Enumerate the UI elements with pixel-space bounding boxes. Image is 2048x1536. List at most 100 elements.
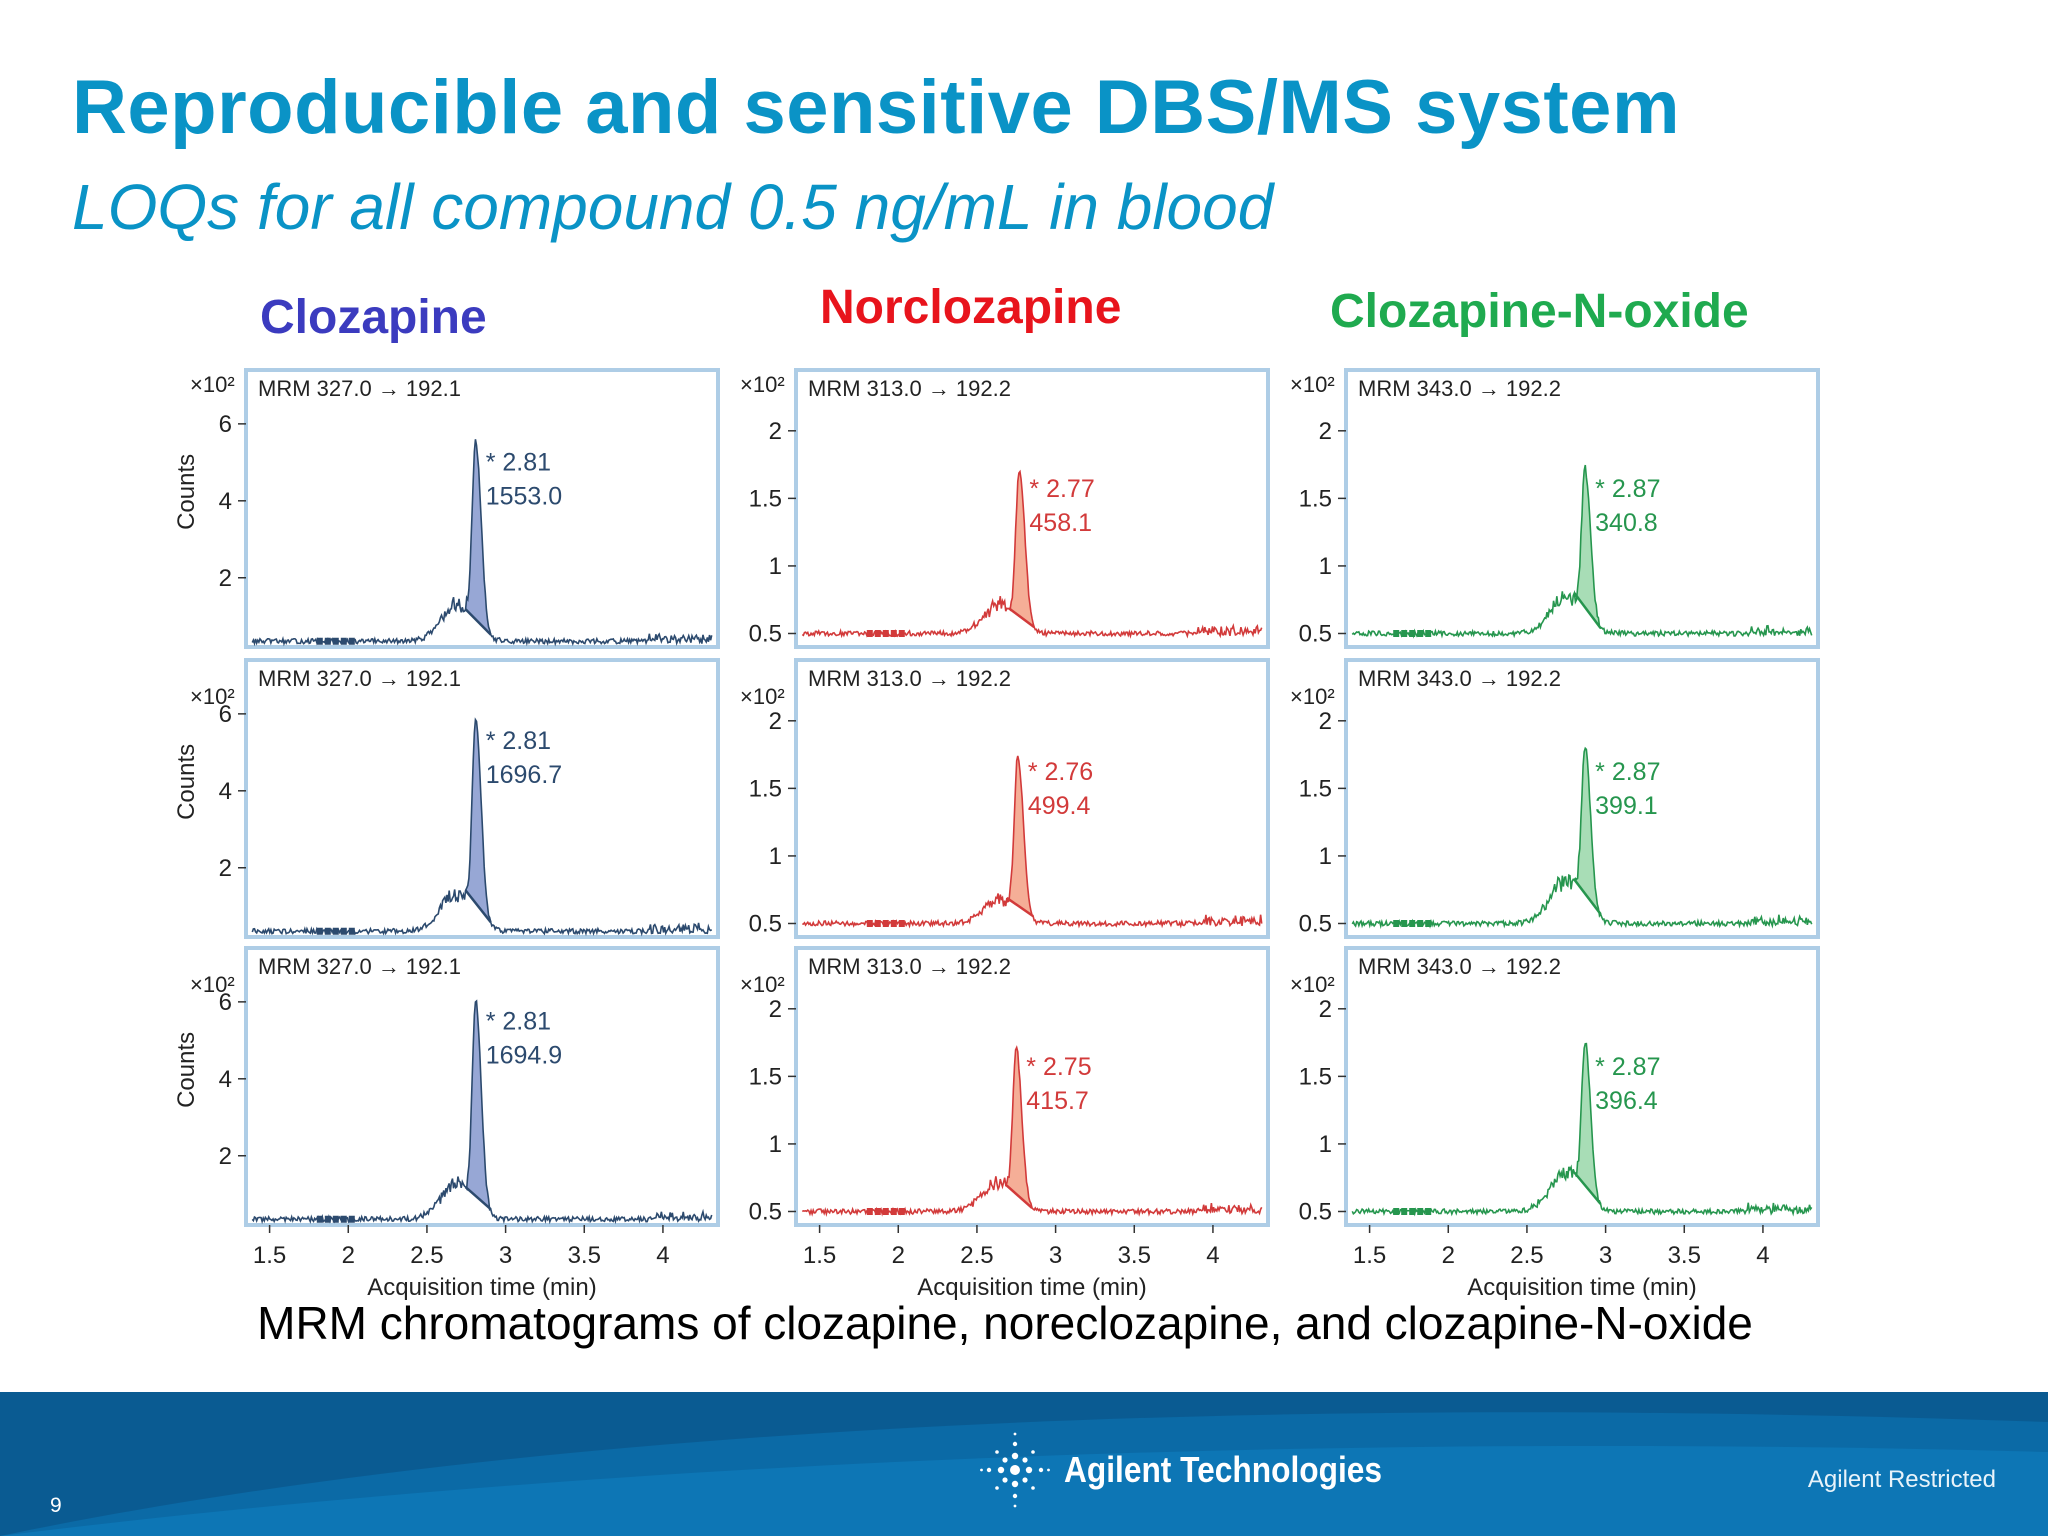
x-tick-label: 3.5: [1118, 1242, 1151, 1269]
x-tick-label: 2: [342, 1242, 355, 1269]
x-tick-label: 2: [892, 1242, 905, 1269]
peak-baseline: [1008, 607, 1035, 629]
y-multiplier: ×10²: [740, 972, 785, 997]
x-tick-label: 1.5: [253, 1242, 286, 1269]
panel-frame: [794, 946, 1270, 1227]
page-number: 9: [50, 1494, 62, 1517]
panel-frame: [794, 368, 1270, 649]
x-axis-label: Acquisition time (min): [917, 1274, 1146, 1300]
peak-area-value: 1696.7: [486, 761, 562, 789]
y-tick-label: 1.5: [749, 775, 782, 802]
peak-baseline: [464, 608, 492, 636]
peak-baseline: [1573, 878, 1602, 915]
y-tick-label: 6: [219, 411, 232, 438]
y-tick-label: 1: [1319, 553, 1332, 580]
y-tick-label: 2: [1319, 996, 1332, 1023]
y-tick-label: 0.5: [1299, 620, 1332, 647]
peak-retention-time: * 2.77: [1029, 475, 1094, 503]
mrm-transition-label: MRM 313.0 → 192.2: [808, 954, 1011, 979]
y-tick-label: 1: [769, 1131, 782, 1158]
x-axis-label: Acquisition time (min): [367, 1274, 596, 1300]
y-tick-label: 1.5: [1299, 1063, 1332, 1090]
peak-retention-time: * 2.87: [1595, 475, 1660, 503]
y-axis-label: Counts: [173, 744, 200, 820]
peak-retention-time: * 2.81: [486, 448, 551, 476]
chromatogram-panel: 0.5 1 1.5 2×10² MRM 313.0 → 192.2 * 2.76 499.4: [740, 658, 1270, 939]
peak-retention-time: * 2.76: [1028, 758, 1093, 786]
restricted-label: Agilent Restricted: [1807, 1466, 1996, 1493]
chromatogram-panel: 2 4 6 ×10² Counts MRM 327.0 → 192.1 * 2.81 1553…: [173, 368, 720, 649]
y-tick-label: 1: [1319, 1131, 1332, 1158]
column-title-norclozapine: Norclozapine: [820, 281, 1122, 334]
y-tick-label: 2: [219, 855, 232, 882]
peak-baseline: [1004, 1183, 1033, 1209]
x-tick-label: 3: [1049, 1242, 1062, 1269]
y-tick-label: 1.5: [749, 485, 782, 512]
agilent-logo: Agilent Technologies: [980, 1430, 1425, 1510]
y-tick-label: 4: [219, 778, 232, 805]
peak-retention-time: * 2.87: [1595, 1053, 1660, 1081]
mrm-transition-label: MRM 327.0 → 192.1: [258, 954, 461, 979]
y-tick-label: 2: [1319, 708, 1332, 735]
x-tick-label: 4: [1206, 1242, 1219, 1269]
y-multiplier: ×10²: [190, 684, 235, 709]
y-multiplier: ×10²: [190, 372, 235, 397]
y-multiplier: ×10²: [1290, 372, 1335, 397]
y-tick-label: 6: [219, 701, 232, 728]
x-tick-label: 4: [656, 1242, 669, 1269]
peak-retention-time: * 2.75: [1026, 1053, 1091, 1081]
y-tick-label: 4: [219, 488, 232, 515]
y-tick-label: 2: [219, 565, 232, 592]
y-tick-label: 0.5: [749, 1198, 782, 1225]
peak-retention-time: * 2.81: [486, 1007, 551, 1035]
mrm-transition-label: MRM 343.0 → 192.2: [1358, 376, 1561, 401]
x-tick-label: 1.5: [1353, 1242, 1386, 1269]
logo-text: Agilent Technologies: [1064, 1449, 1382, 1490]
mrm-transition-label: MRM 343.0 → 192.2: [1358, 954, 1561, 979]
y-tick-label: 2: [769, 996, 782, 1023]
chromatogram-panel: 0.5 1 1.5 2 ×10² MRM 343.0 → 192.2 * 2.87 340.8: [1290, 368, 1820, 649]
x-tick-label: 3.5: [568, 1242, 601, 1269]
spark-icon: [980, 1432, 1050, 1508]
mrm-transition-label: MRM 343.0 → 192.2: [1358, 666, 1561, 691]
slide-subtitle: LOQs for all compound 0.5 ng/mL in blood: [72, 171, 1274, 243]
y-tick-label: 1.5: [749, 1063, 782, 1090]
y-axis-label: Counts: [173, 454, 200, 530]
y-tick-label: 0.5: [1299, 910, 1332, 937]
footer-wave: [0, 1392, 2048, 1536]
x-tick-label: 2.5: [960, 1242, 993, 1269]
peak-retention-time: * 2.81: [486, 727, 551, 755]
x-axis-label: Acquisition time (min): [1467, 1274, 1696, 1300]
y-tick-label: 2: [1319, 418, 1332, 445]
y-multiplier: ×10²: [740, 372, 785, 397]
y-tick-label: 1.5: [1299, 775, 1332, 802]
y-tick-label: 2: [769, 418, 782, 445]
slide-title: Reproducible and sensitive DBS/MS system: [72, 65, 1681, 150]
mrm-transition-label: MRM 327.0 → 192.1: [258, 376, 461, 401]
peak-retention-time: * 2.87: [1595, 758, 1660, 786]
chromatogram-panel: 0.5 1 1.5 2×10² MRM 343.0 → 192.2 * 2.87 399.1: [1290, 658, 1820, 939]
peak-area-value: 396.4: [1595, 1087, 1658, 1115]
x-tick-label: 2.5: [1510, 1242, 1543, 1269]
column-title-clozapine-n-oxide: Clozapine-N-oxide: [1330, 285, 1749, 338]
peak-baseline: [1573, 1171, 1602, 1205]
chromatogram-panel: 2 4 6×10² Counts 1.5 2 2.5 3 3.5 4 Acquisition tim…: [173, 946, 720, 1300]
peak-area-value: 499.4: [1028, 792, 1091, 820]
y-tick-label: 2: [769, 708, 782, 735]
y-axis-label: Counts: [173, 1032, 200, 1108]
peak-baseline: [464, 1186, 492, 1211]
x-tick-label: 4: [1756, 1242, 1769, 1269]
mrm-transition-label: MRM 313.0 → 192.2: [808, 666, 1011, 691]
y-multiplier: ×10²: [1290, 684, 1335, 709]
x-tick-label: 3: [1599, 1242, 1612, 1269]
peak-baseline: [1006, 896, 1034, 918]
peak-area-value: 399.1: [1595, 792, 1658, 820]
y-multiplier: ×10²: [740, 684, 785, 709]
peak-area-value: 340.8: [1595, 509, 1658, 537]
peak-baseline: [464, 889, 492, 923]
peak-baseline: [1573, 592, 1602, 629]
panel-frame: [794, 658, 1270, 939]
footer-band: [0, 1392, 2048, 1536]
chromatogram-panel: 0.5 1 1.5 2 ×10² MRM 313.0 → 192.2 * 2.77 458.1: [740, 368, 1270, 649]
